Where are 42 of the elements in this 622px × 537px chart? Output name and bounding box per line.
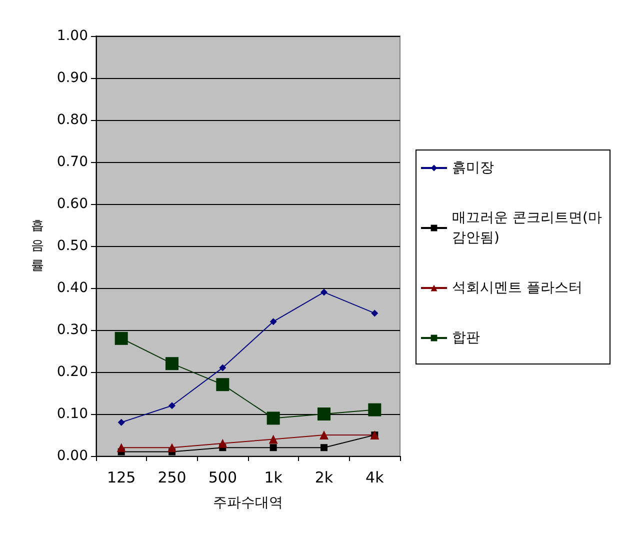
y-tick-label: 0.10 xyxy=(56,406,88,422)
point xyxy=(320,288,328,296)
point xyxy=(266,412,280,425)
point xyxy=(320,444,328,452)
y-tick-label: 0.50 xyxy=(56,238,88,254)
x-axis-title: 주파수대역 xyxy=(213,495,283,511)
y-tick-label: 0.60 xyxy=(56,196,88,212)
point xyxy=(371,310,378,317)
x-tick-label: 2k xyxy=(314,468,334,486)
point xyxy=(320,430,328,440)
y-axis-title: 흡음률 xyxy=(31,218,44,274)
x-tick-label: 1k xyxy=(264,468,283,486)
point xyxy=(218,438,228,448)
y-tick-label: 0.90 xyxy=(56,70,88,86)
point xyxy=(268,434,278,444)
point xyxy=(166,357,178,370)
y-tick-label: 0.20 xyxy=(56,364,88,380)
y-tick-label: 1.00 xyxy=(56,28,88,44)
point xyxy=(219,364,226,372)
point xyxy=(114,332,128,345)
legend-label: 매끄러운 콘크리트면(마감안됨) xyxy=(452,210,602,246)
y-tick-label: 0.30 xyxy=(56,322,88,338)
x-tick-label: 500 xyxy=(208,468,237,486)
y-tick-label: 0.00 xyxy=(56,448,88,464)
point xyxy=(270,318,277,326)
point xyxy=(118,418,125,426)
point xyxy=(368,403,382,416)
legend-label: 흙미장 xyxy=(452,160,494,176)
legend-label: 합판 xyxy=(452,330,480,346)
point xyxy=(318,408,330,420)
legend-label: 석회시멘트 플라스터 xyxy=(452,280,582,296)
y-tick-label: 0.70 xyxy=(56,154,88,170)
y-tick-label: 0.40 xyxy=(56,280,88,296)
point xyxy=(216,378,230,392)
point xyxy=(168,402,176,410)
x-tick-label: 4k xyxy=(366,468,384,486)
point xyxy=(270,444,277,452)
x-tick-label: 125 xyxy=(107,468,136,486)
y-tick-label: 0.80 xyxy=(56,112,88,128)
point xyxy=(116,443,126,452)
x-tick-label: 250 xyxy=(158,468,186,486)
point xyxy=(168,443,176,452)
